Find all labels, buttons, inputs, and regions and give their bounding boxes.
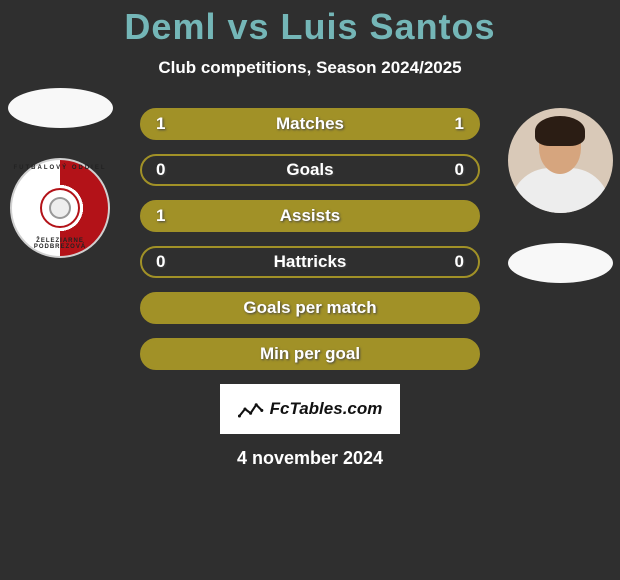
- stat-value-left: 0: [156, 252, 165, 272]
- stat-label: Goals: [286, 160, 333, 180]
- title-player2: Luis Santos: [281, 6, 496, 47]
- stat-bar: Hattricks 0 0: [140, 246, 480, 278]
- stat-label: Min per goal: [260, 344, 360, 364]
- stat-bar: Goals 0 0: [140, 154, 480, 186]
- crest-text-top: FUTBALOVÝ ODDIEL: [12, 165, 108, 171]
- stat-value-left: 1: [156, 114, 165, 134]
- stat-bars: Matches11Goals00Assists1Hattricks00Goals…: [140, 108, 480, 370]
- stat-label: Hattricks: [274, 252, 347, 272]
- crest-text-bottom: ŽELEZIARNE PODBREZOVÁ: [12, 238, 108, 250]
- stat-value-right: 0: [455, 160, 464, 180]
- stat-value-right: 1: [455, 114, 464, 134]
- stat-label: Goals per match: [243, 298, 376, 318]
- stat-label: Assists: [280, 206, 340, 226]
- right-club-ellipse: [508, 243, 613, 283]
- stat-bar: Matches 1 1: [140, 108, 480, 140]
- right-column: [500, 108, 620, 283]
- right-player-avatar: [508, 108, 613, 213]
- page-title: Deml vs Luis Santos: [0, 0, 620, 48]
- left-player-avatar: [8, 88, 113, 128]
- footer-brand-badge[interactable]: FcTables.com: [220, 384, 400, 434]
- stat-value-right: 0: [455, 252, 464, 272]
- stat-label: Matches: [276, 114, 344, 134]
- avatar-hair: [535, 116, 585, 146]
- stat-bar: Assists 1: [140, 200, 480, 232]
- comparison-content: FUTBALOVÝ ODDIEL ŽELEZIARNE PODBREZOVÁ M…: [0, 108, 620, 370]
- subtitle: Club competitions, Season 2024/2025: [0, 58, 620, 78]
- stat-value-left: 0: [156, 160, 165, 180]
- title-vs: vs: [227, 6, 269, 47]
- avatar-shirt: [510, 168, 610, 213]
- stat-bar: Min per goal: [140, 338, 480, 370]
- stat-bar: Goals per match: [140, 292, 480, 324]
- title-player1: Deml: [124, 6, 216, 47]
- left-club-crest: FUTBALOVÝ ODDIEL ŽELEZIARNE PODBREZOVÁ: [10, 158, 110, 258]
- footer-brand-text: FcTables.com: [270, 399, 383, 419]
- crest-text: FUTBALOVÝ ODDIEL ŽELEZIARNE PODBREZOVÁ: [12, 160, 108, 256]
- left-column: FUTBALOVÝ ODDIEL ŽELEZIARNE PODBREZOVÁ: [0, 108, 120, 258]
- fctables-logo-icon: [238, 399, 266, 419]
- date-text: 4 november 2024: [0, 448, 620, 469]
- stat-value-left: 1: [156, 206, 165, 226]
